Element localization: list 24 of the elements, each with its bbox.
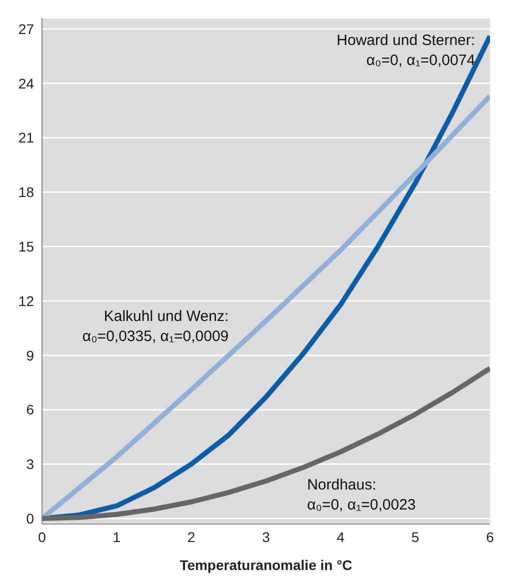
y-tick-label: 21 [18, 130, 34, 146]
y-tick-label: 3 [26, 456, 34, 472]
y-tick-label: 15 [18, 238, 34, 254]
y-tick-label: 0 [26, 510, 34, 527]
x-tick-label: 6 [486, 528, 494, 545]
annotation: α₀=0, α₁=0,0074 [366, 52, 476, 70]
y-tick-label: 27 [18, 20, 34, 37]
x-tick-label: 0 [38, 528, 46, 545]
x-tick-label: 3 [262, 528, 270, 545]
x-tick-label: 5 [411, 528, 420, 545]
x-tick-label: 2 [187, 528, 196, 545]
x-tick-label: 1 [112, 528, 121, 545]
series-label: Kalkuhl und Wenz: [104, 308, 229, 325]
annotation: α₀=0, α₁=0,0023 [307, 496, 416, 514]
y-tick-label: 12 [18, 292, 34, 309]
y-tick-label: 9 [26, 347, 34, 364]
series-label: Howard und Sterner: [336, 32, 476, 50]
y-tick-label: 18 [18, 184, 34, 200]
annotation: α₀=0,0335, α₁=0,0009 [82, 328, 229, 345]
x-tick-label: 4 [336, 528, 345, 545]
series-label: Nordhaus: [307, 476, 376, 494]
y-tick-label: 6 [26, 402, 34, 418]
y-tick-label: 24 [18, 75, 34, 92]
x-axis-title: Temperaturanomalie in °C [180, 557, 352, 573]
